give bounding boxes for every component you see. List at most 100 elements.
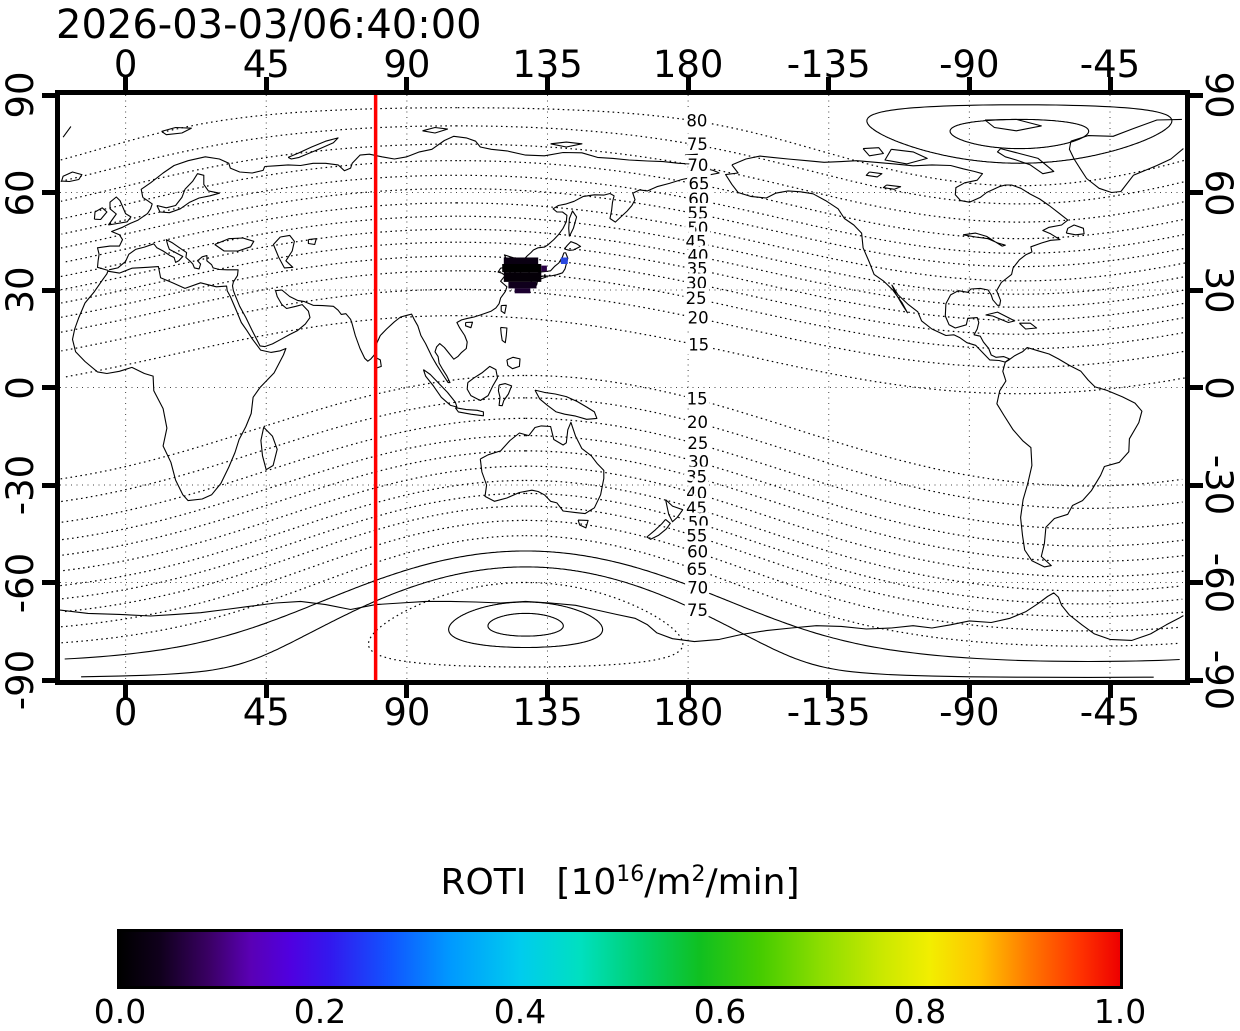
lat-tick-mark-right	[1190, 580, 1203, 585]
coastline	[684, 153, 699, 158]
roti-cell	[541, 265, 547, 272]
contour-line-north-45	[60, 215, 1184, 295]
contour-label: 35	[687, 260, 708, 279]
coastline	[646, 518, 671, 540]
contour-line-south-20	[61, 397, 1183, 509]
coastline	[884, 148, 928, 165]
lon-tick-mark-top	[1107, 77, 1113, 90]
contour-label: 20	[687, 413, 708, 432]
coastline	[422, 369, 458, 408]
coastline	[264, 135, 720, 174]
contour-line-south-40	[63, 465, 1185, 578]
coastline	[107, 196, 132, 226]
contour-label: 15	[688, 335, 709, 354]
coastline	[577, 519, 589, 529]
lon-tick-mark-top	[826, 77, 832, 90]
lon-tick-label-bottom: 45	[242, 690, 290, 734]
lon-tick-label-top: 90	[383, 42, 431, 86]
contour-label: 30	[686, 274, 707, 293]
coastline	[1065, 224, 1085, 236]
coastline	[96, 196, 153, 272]
lon-tick-mark-bottom	[826, 685, 832, 698]
coastline	[156, 173, 220, 214]
lon-tick-label-top: 0	[113, 42, 138, 86]
timestamp-title: 2026-03-03/06:40:00	[56, 2, 482, 48]
coastline	[500, 304, 507, 314]
roti-cell	[560, 257, 568, 264]
lon-tick-label-top: -45	[1079, 42, 1141, 86]
world-map: 8075706560555045403530252015152025303540…	[60, 95, 1185, 680]
coastline	[1019, 322, 1038, 330]
lon-tick-label-top: 45	[242, 42, 290, 86]
contour-label: 45	[686, 499, 707, 518]
coastline	[985, 311, 1016, 324]
lon-tick-label-bottom: 135	[512, 690, 583, 734]
lat-tick-mark-right	[1190, 287, 1203, 293]
lon-tick-label-bottom: -90	[939, 690, 1000, 734]
contour-line-south-30	[62, 435, 1184, 547]
contour-line-south-85	[448, 601, 604, 649]
lon-tick-label-bottom: 90	[383, 690, 431, 734]
contour-line-north-85	[866, 104, 1173, 164]
coastline	[454, 407, 484, 417]
contour-line-north-88	[949, 118, 1090, 150]
contour-label: 70	[687, 156, 708, 175]
coastline	[996, 148, 1055, 175]
coastline	[307, 238, 317, 246]
contour-line-south-35	[62, 450, 1184, 562]
contour-labels: 8075706560555045403530252015152025303540…	[682, 108, 713, 624]
lon-tick-mark-top	[263, 77, 269, 90]
contour-line-south-65	[61, 535, 1180, 647]
lon-tick-mark-bottom	[545, 685, 550, 698]
roti-data-layer	[502, 257, 568, 294]
contour-line-north-65	[60, 160, 1183, 240]
lat-tick-label-right: 30	[1197, 266, 1240, 314]
lon-tick-label-top: 135	[512, 42, 583, 86]
lat-tick-mark-left	[42, 190, 55, 195]
lat-tick-label-left: -90	[0, 649, 42, 711]
contour-label: 60	[688, 190, 709, 209]
contour-line-north-15	[62, 315, 1185, 395]
magnetic-contours	[60, 104, 1185, 678]
lon-tick-mark-top	[545, 77, 550, 90]
contour-line-north-40	[60, 228, 1184, 308]
coastline	[882, 184, 902, 190]
contour-line-south-45	[60, 479, 1181, 592]
lat-tick-mark-left	[42, 482, 55, 488]
colorbar-tick-label: 1.0	[1093, 992, 1147, 1031]
coastline	[862, 147, 884, 157]
contour-line-north-60	[61, 174, 1184, 254]
contour-line-north-35	[61, 241, 1184, 321]
lon-tick-label-bottom: 180	[652, 690, 724, 734]
lat-tick-label-left: 30	[0, 266, 42, 314]
coastline	[984, 118, 1042, 132]
lon-tick-label-bottom: 0	[113, 690, 138, 734]
lat-tick-label-right: 90	[1197, 71, 1240, 119]
contour-label: 25	[686, 289, 707, 308]
contour-label: 55	[688, 204, 709, 223]
coastline	[568, 210, 578, 237]
contour-label: 50	[688, 513, 709, 532]
lon-tick-mark-bottom	[123, 685, 129, 698]
contour-label: 80	[686, 111, 707, 130]
contour-line-south-88	[487, 612, 564, 637]
colorbar-title-word: ROTI	[440, 862, 527, 903]
contour-label: 65	[687, 560, 708, 579]
lon-tick-mark-bottom	[685, 685, 691, 698]
lon-tick-mark-top	[404, 77, 410, 90]
lat-tick-mark-left	[42, 580, 55, 585]
lat-tick-mark-right	[1190, 385, 1203, 390]
coastline	[214, 237, 255, 252]
contour-line-north-50	[62, 202, 1185, 282]
coastline	[260, 426, 278, 471]
contour-line-south-55	[64, 505, 1185, 618]
lat-tick-label-right: 0	[1197, 375, 1240, 400]
colorbar-title-exponent2: 2	[691, 862, 706, 887]
roti-cell	[508, 281, 537, 289]
lon-tick-mark-bottom	[966, 685, 972, 698]
contour-label: 20	[688, 308, 709, 327]
colorbar-title-exponent: 16	[616, 862, 645, 887]
lat-tick-label-right: -90	[1197, 649, 1240, 711]
lon-tick-mark-bottom	[1107, 685, 1113, 698]
contour-label: 55	[686, 527, 707, 546]
